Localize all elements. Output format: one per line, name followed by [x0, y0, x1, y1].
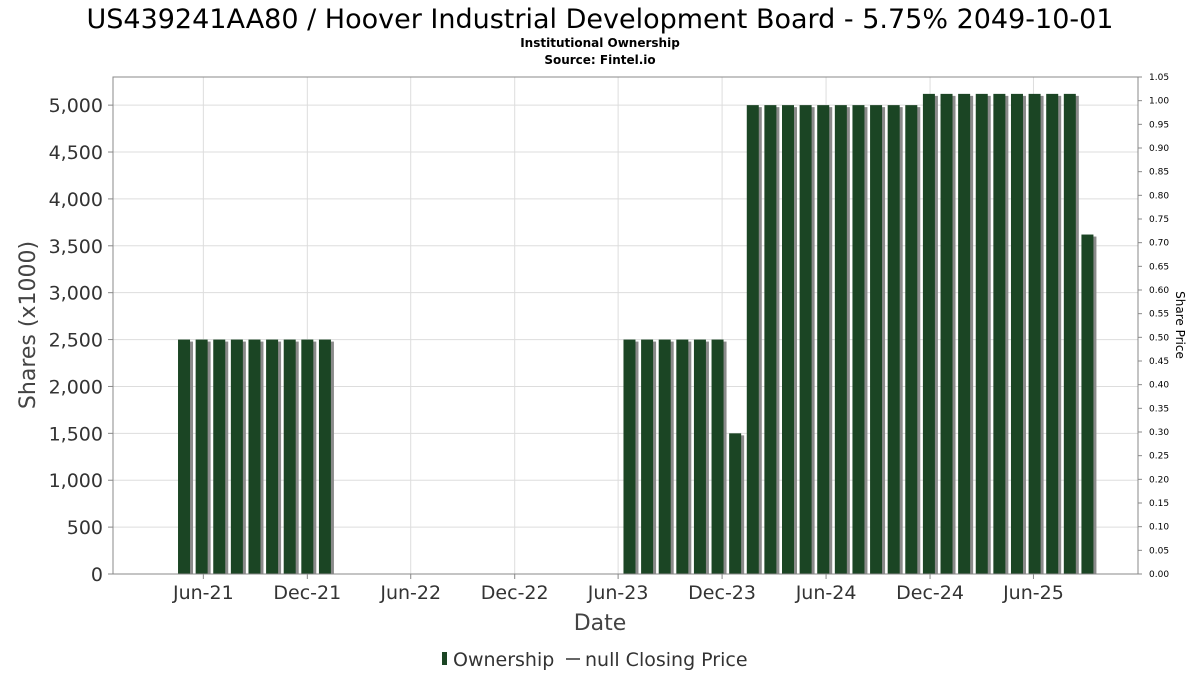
legend-swatch-ownership	[442, 652, 447, 665]
y-tick-label: 1,500	[49, 423, 103, 445]
bar	[693, 339, 706, 574]
x-axis-label: Date	[574, 611, 627, 636]
bar	[213, 339, 226, 574]
legend: Ownership null Closing Price	[442, 649, 748, 671]
y2-tick-label: 0.55	[1149, 310, 1169, 320]
x-tick-label: Dec-24	[896, 582, 964, 604]
bar	[764, 105, 777, 574]
y2-tick-label: 0.65	[1149, 262, 1169, 272]
chart-subtitle: Institutional Ownership	[520, 36, 680, 50]
bar	[1010, 93, 1023, 574]
legend-label-closing-price: null Closing Price	[585, 649, 748, 671]
y-tick-label: 2,500	[49, 330, 103, 352]
y-tick-label: 4,000	[49, 189, 103, 211]
bar	[676, 339, 689, 574]
y2-tick-label: 0.40	[1149, 381, 1169, 391]
bar	[266, 339, 279, 574]
bar	[301, 339, 314, 574]
bar	[993, 93, 1006, 574]
legend-label-ownership: Ownership	[453, 649, 554, 671]
y-axis-label: Shares (x1000)	[16, 241, 41, 409]
y-tick-label: 0	[91, 564, 103, 586]
bar	[178, 339, 191, 574]
x-axis-ticks: Jun-21 Dec-21 Jun-22 Dec-22 Jun-23 Dec-23 Jun-…	[172, 574, 1064, 604]
y2-axis-label: Share Price	[1173, 291, 1187, 359]
y2-axis-ticks: 0.00 0.05 0.10 0.15 0.20 0.25 0.30 0.35 0.40 0.45…	[1138, 73, 1169, 580]
y-tick-label: 3,000	[49, 283, 103, 305]
bar	[746, 105, 759, 574]
bar	[1063, 93, 1076, 574]
x-tick-label: Jun-22	[379, 582, 441, 604]
bar	[711, 339, 724, 574]
chart-title: US439241AA80 / Hoover Industrial Develop…	[87, 4, 1114, 35]
y2-tick-label: 0.50	[1149, 333, 1169, 343]
bar	[958, 93, 971, 574]
x-tick-label: Jun-24	[795, 582, 857, 604]
y2-tick-label: 0.45	[1149, 357, 1169, 367]
y2-tick-label: 0.85	[1149, 168, 1169, 178]
y2-tick-label: 0.75	[1149, 215, 1169, 225]
y-tick-label: 2,000	[49, 376, 103, 398]
bar	[1046, 93, 1059, 574]
x-tick-label: Dec-22	[481, 582, 549, 604]
bar	[887, 105, 900, 574]
y2-tick-label: 0.80	[1149, 191, 1169, 201]
plot-frame	[112, 76, 1139, 575]
bar	[922, 93, 935, 574]
x-tick-label: Jun-25	[1002, 582, 1064, 604]
x-tick-label: Dec-21	[273, 582, 341, 604]
bar	[870, 105, 883, 574]
bar	[1081, 234, 1094, 575]
y2-tick-label: 0.35	[1149, 404, 1169, 414]
y2-tick-label: 0.60	[1149, 286, 1169, 296]
y2-tick-label: 0.95	[1149, 120, 1169, 130]
bar	[248, 339, 261, 574]
y2-tick-label: 0.90	[1149, 144, 1169, 154]
bar	[975, 93, 988, 574]
y2-tick-label: 0.70	[1149, 239, 1169, 249]
y2-tick-label: 0.05	[1149, 546, 1169, 556]
bar	[195, 339, 208, 574]
x-tick-label: Dec-23	[688, 582, 756, 604]
bar	[1028, 93, 1041, 574]
bar	[799, 105, 812, 574]
bar	[817, 105, 830, 574]
bar	[834, 105, 847, 574]
y2-tick-label: 0.20	[1149, 475, 1169, 485]
bar	[283, 339, 296, 574]
y-tick-label: 1,000	[49, 470, 103, 492]
y2-tick-label: 0.00	[1149, 570, 1169, 580]
bar	[852, 105, 865, 574]
y-tick-label: 4,500	[49, 142, 103, 164]
y2-tick-label: 0.30	[1149, 428, 1169, 438]
y2-tick-label: 0.25	[1149, 452, 1169, 462]
bar	[905, 105, 918, 574]
x-tick-label: Jun-21	[172, 582, 234, 604]
y-tick-label: 5,000	[49, 95, 103, 117]
y2-tick-label: 1.00	[1149, 97, 1169, 107]
bar	[729, 433, 742, 574]
chart-source: Source: Fintel.io	[544, 53, 655, 67]
x-tick-label: Jun-23	[587, 582, 649, 604]
y2-tick-label: 0.15	[1149, 499, 1169, 509]
bar	[230, 339, 243, 574]
y2-tick-label: 0.10	[1149, 523, 1169, 533]
bar	[940, 93, 953, 574]
y-tick-label: 3,500	[49, 236, 103, 258]
y-tick-label: 500	[67, 517, 103, 539]
bar	[641, 339, 654, 574]
bar	[623, 339, 636, 574]
y2-tick-label: 1.05	[1149, 73, 1169, 83]
bar	[318, 339, 331, 574]
bar-series-ownership	[178, 93, 1097, 575]
bar	[782, 105, 794, 574]
bar	[658, 339, 671, 574]
y-axis-ticks: 0 500 1,000 1,500 2,000 2,500 3,000 3,500 4,000 4…	[49, 95, 113, 586]
